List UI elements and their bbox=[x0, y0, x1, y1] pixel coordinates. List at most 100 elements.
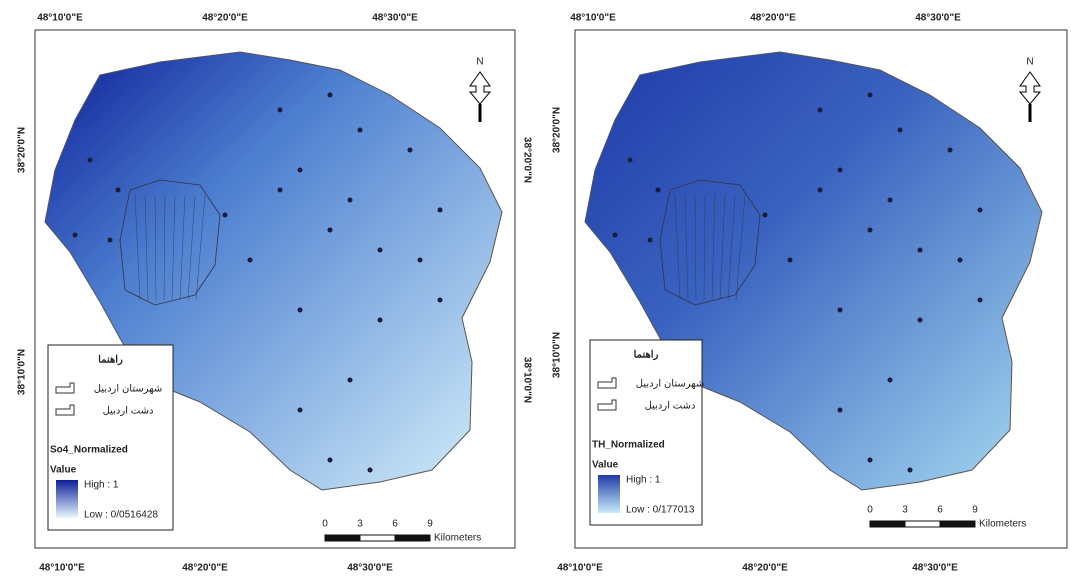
longitude-label: 48°10'0"E bbox=[570, 13, 616, 24]
latitude-label: 38°10'0"N bbox=[521, 357, 532, 403]
sample-point bbox=[298, 308, 303, 313]
longitude-label: 48°30'0"E bbox=[912, 563, 958, 574]
scale-tick-label: 0 bbox=[867, 505, 873, 516]
legend-value: Value bbox=[592, 460, 619, 471]
sample-point bbox=[328, 93, 333, 98]
sample-point bbox=[838, 308, 843, 313]
map-figure: 48°10'0"E 48°20'0"E 48°30'0"E 48°10'0"E 48°2… bbox=[0, 0, 1074, 578]
legend-value: Value bbox=[50, 465, 77, 476]
sample-point bbox=[948, 148, 953, 153]
sample-point bbox=[868, 228, 873, 233]
scale-segment bbox=[870, 521, 905, 527]
sample-point bbox=[73, 233, 78, 238]
sample-point bbox=[348, 378, 353, 383]
map-panel: 48°10'0"E 48°20'0"E 48°30'0"E 48°10'0"E 48°2… bbox=[552, 13, 1067, 574]
sample-point bbox=[378, 318, 383, 323]
sample-point bbox=[408, 148, 413, 153]
longitude-label: 48°10'0"E bbox=[39, 563, 85, 574]
sample-point bbox=[958, 258, 963, 263]
sample-point bbox=[868, 93, 873, 98]
sample-point bbox=[788, 258, 793, 263]
sample-point bbox=[613, 233, 618, 238]
map-panel: 48°10'0"E 48°20'0"E 48°30'0"E 48°10'0"E 48°2… bbox=[17, 13, 533, 574]
scale-tick-label: 9 bbox=[427, 519, 433, 530]
sample-point bbox=[348, 198, 353, 203]
scale-tick-label: 6 bbox=[937, 505, 943, 516]
scale-unit: Kilometers bbox=[434, 533, 481, 544]
longitude-label: 48°30'0"E bbox=[347, 563, 393, 574]
longitude-label: 48°20'0"E bbox=[182, 563, 228, 574]
north-letter: N bbox=[476, 57, 483, 68]
sample-point bbox=[818, 188, 823, 193]
sample-point bbox=[418, 258, 423, 263]
scale-segment bbox=[940, 521, 975, 527]
sample-point bbox=[438, 298, 443, 303]
sample-point bbox=[978, 208, 983, 213]
sample-point bbox=[298, 408, 303, 413]
latitude-label: 38°10'0"N bbox=[552, 332, 563, 378]
sample-point bbox=[818, 108, 823, 113]
sample-point bbox=[328, 458, 333, 463]
scale-segment bbox=[905, 521, 940, 527]
sample-point bbox=[763, 213, 768, 218]
sample-point bbox=[298, 168, 303, 173]
sample-point bbox=[108, 238, 113, 243]
legend-title: راهنما bbox=[98, 355, 123, 366]
legend-field: So4_Normalized bbox=[50, 445, 128, 456]
sample-point bbox=[868, 458, 873, 463]
longitude-label: 48°30'0"E bbox=[915, 13, 961, 24]
legend-low: Low : 0/0516428 bbox=[84, 510, 158, 521]
sample-point bbox=[918, 318, 923, 323]
latitude-label: 38°20'0"N bbox=[17, 127, 28, 173]
sample-point bbox=[378, 248, 383, 253]
sample-point bbox=[648, 238, 653, 243]
latitude-label: 38°20'0"N bbox=[552, 107, 563, 153]
latitude-label: 38°20'0"N bbox=[521, 137, 532, 183]
legend-item: دشت اردبیل bbox=[645, 401, 696, 412]
longitude-label: 48°20'0"E bbox=[742, 563, 788, 574]
longitude-label: 48°20'0"E bbox=[750, 13, 796, 24]
sample-point bbox=[88, 158, 93, 163]
scale-unit: Kilometers bbox=[979, 519, 1026, 530]
sample-point bbox=[838, 168, 843, 173]
legend-item: شهرستان اردبیل bbox=[636, 379, 705, 390]
north-letter: N bbox=[1026, 57, 1033, 68]
sample-point bbox=[918, 248, 923, 253]
legend-low: Low : 0/177013 bbox=[626, 505, 695, 516]
longitude-label: 48°30'0"E bbox=[372, 13, 418, 24]
sample-point bbox=[656, 188, 661, 193]
scale-tick-label: 6 bbox=[392, 519, 398, 530]
sample-point bbox=[978, 298, 983, 303]
longitude-label: 48°20'0"E bbox=[202, 13, 248, 24]
page: 48°10'0"E 48°20'0"E 48°30'0"E 48°10'0"E 48°2… bbox=[0, 0, 1074, 583]
sample-point bbox=[116, 188, 121, 193]
scale-segment bbox=[360, 535, 395, 541]
sample-point bbox=[223, 213, 228, 218]
sample-point bbox=[838, 408, 843, 413]
sample-point bbox=[628, 158, 633, 163]
legend-field: TH_Normalized bbox=[592, 440, 665, 451]
scale-tick-label: 0 bbox=[322, 519, 328, 530]
longitude-label: 48°10'0"E bbox=[557, 563, 603, 574]
latitude-label: 38°10'0"N bbox=[17, 349, 28, 395]
sample-point bbox=[248, 258, 253, 263]
sample-point bbox=[328, 228, 333, 233]
scale-tick-label: 9 bbox=[972, 505, 978, 516]
scale-segment bbox=[395, 535, 430, 541]
legend-title: راهنما bbox=[634, 350, 659, 361]
sample-point bbox=[438, 208, 443, 213]
legend-ramp bbox=[598, 475, 620, 513]
legend-high: High : 1 bbox=[626, 475, 661, 486]
sample-point bbox=[278, 108, 283, 113]
legend-item: دشت اردبیل bbox=[103, 406, 154, 417]
legend-high: High : 1 bbox=[84, 480, 119, 491]
sample-point bbox=[888, 198, 893, 203]
scale-tick-label: 3 bbox=[902, 505, 908, 516]
legend-item: شهرستان اردبیل bbox=[94, 384, 163, 395]
longitude-label: 48°10'0"E bbox=[37, 13, 83, 24]
scale-tick-label: 3 bbox=[357, 519, 363, 530]
sample-point bbox=[888, 378, 893, 383]
legend-ramp bbox=[56, 480, 78, 518]
sample-point bbox=[278, 188, 283, 193]
sample-point bbox=[368, 468, 373, 473]
